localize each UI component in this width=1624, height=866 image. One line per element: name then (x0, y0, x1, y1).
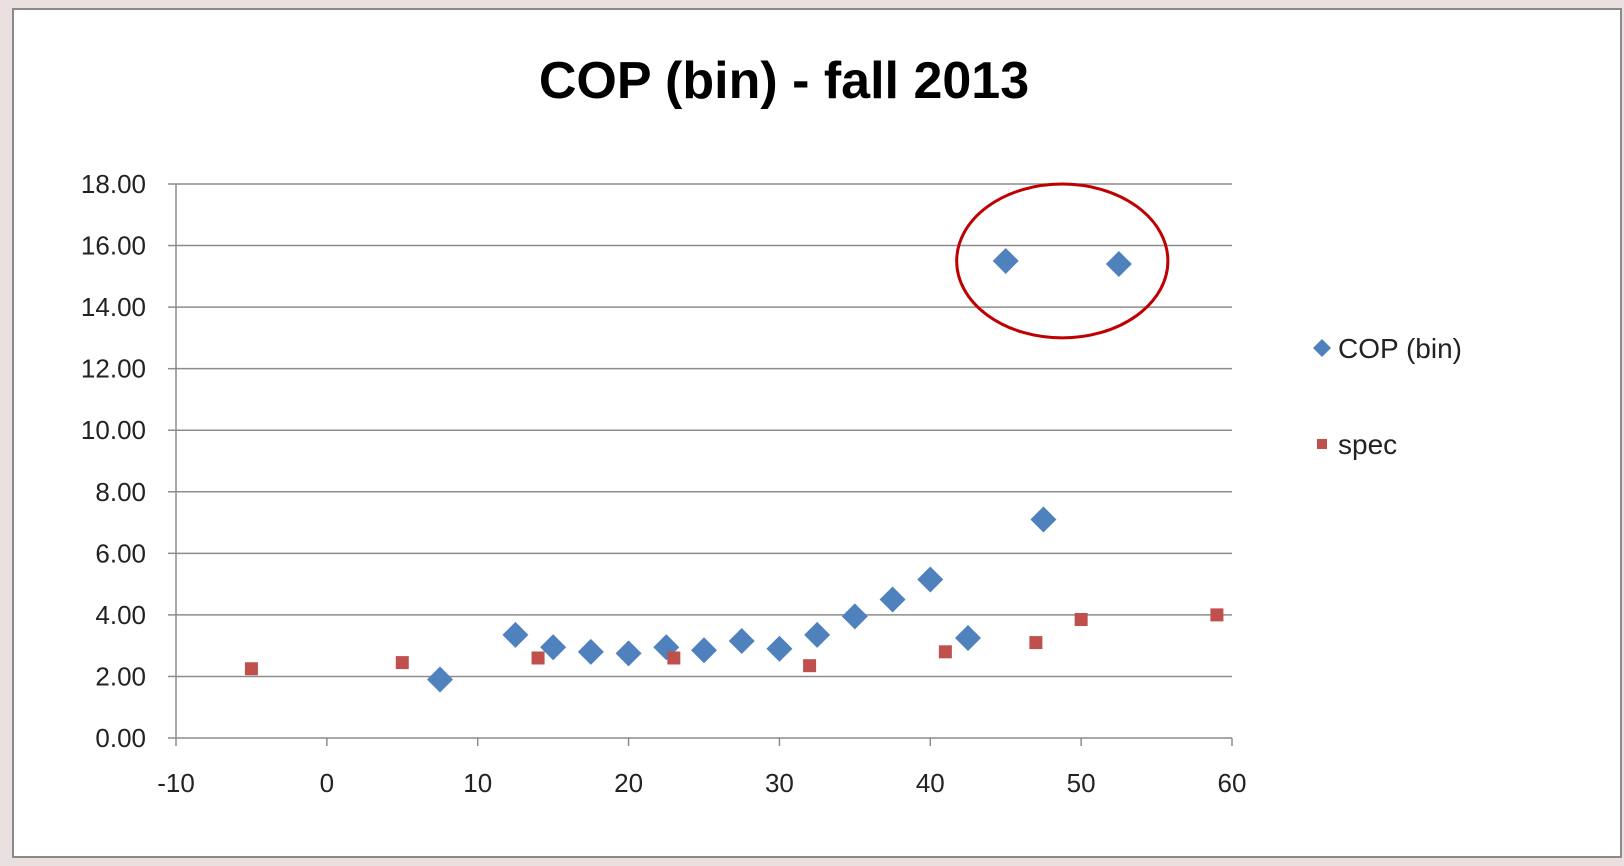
cop-bin-point (766, 635, 793, 662)
legend-label: spec (1338, 429, 1397, 460)
y-tick-label: 6.00 (95, 538, 146, 568)
x-tick-label: 0 (320, 768, 334, 798)
spec-point (1029, 636, 1043, 650)
cop-bin-point (1105, 251, 1132, 278)
y-tick-label: 14.00 (81, 292, 146, 322)
cop-bin-point (841, 603, 868, 630)
cop-bin-point (1030, 506, 1057, 533)
y-tick-label: 4.00 (95, 600, 146, 630)
highlight-ellipse (955, 182, 1170, 340)
cop-bin-point (992, 247, 1019, 274)
cop-bin-point (804, 621, 831, 648)
cop-bin-point (540, 634, 567, 661)
cop-bin-point (577, 638, 604, 665)
spec-point (244, 662, 258, 676)
data-points (244, 247, 1224, 693)
y-axis-ticks: 0.00 2.00 4.00 6.00 8.00 10.00 12.00 14.00 16.00… (81, 169, 176, 753)
spec-point (667, 651, 681, 665)
x-tick-label: 40 (916, 768, 945, 798)
x-tick-label: -10 (157, 768, 195, 798)
y-tick-label: 18.00 (81, 169, 146, 199)
x-axis-ticks: -10 0 10 20 30 40 50 60 (157, 738, 1246, 798)
y-tick-label: 8.00 (95, 477, 146, 507)
spec-point (531, 651, 545, 665)
gridlines (176, 183, 1232, 678)
legend-marker-square (1317, 439, 1327, 449)
spec-point (938, 645, 952, 659)
chart-frame: COP (bin) - fall 2013 0.00 2.00 4.00 6.00 8.… (12, 8, 1622, 858)
annotations (955, 182, 1170, 340)
x-tick-label: 60 (1218, 768, 1247, 798)
legend-label: COP (bin) (1338, 333, 1462, 364)
legend-marker-diamond (1313, 339, 1331, 357)
spec-point (803, 659, 817, 673)
scatter-chart: COP (bin) - fall 2013 0.00 2.00 4.00 6.00 8.… (81, 52, 1462, 798)
cop-bin-point (955, 624, 981, 651)
x-tick-label: 10 (463, 768, 492, 798)
x-tick-label: 50 (1067, 768, 1096, 798)
cop-bin-point (615, 640, 642, 667)
y-tick-label: 12.00 (81, 354, 146, 384)
chart-title: COP (bin) - fall 2013 (539, 52, 1029, 110)
cop-bin-point (728, 628, 755, 655)
axes (175, 184, 1232, 739)
y-tick-label: 0.00 (95, 723, 146, 753)
cop-bin-point (691, 637, 717, 664)
y-tick-label: 16.00 (81, 231, 146, 261)
spec-point (395, 656, 409, 670)
y-tick-label: 2.00 (95, 661, 146, 691)
x-tick-label: 20 (614, 768, 643, 798)
y-tick-label: 10.00 (81, 415, 146, 445)
cop-bin-point (502, 621, 529, 648)
x-tick-label: 30 (765, 768, 794, 798)
cop-bin-point (917, 566, 944, 593)
cop-bin-point (879, 586, 906, 613)
spec-point (1074, 613, 1088, 627)
cop-bin-point (427, 666, 453, 693)
legend: COP (bin) spec (1313, 333, 1462, 460)
spec-point (1210, 608, 1224, 622)
